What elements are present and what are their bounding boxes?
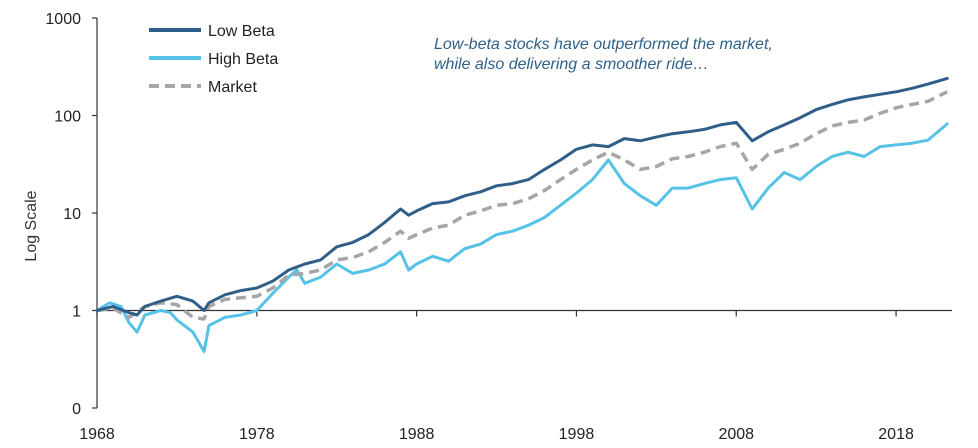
legend: Low Beta High Beta Market	[149, 23, 278, 96]
series-line-market	[96, 90, 948, 321]
series-line-low-beta	[95, 76, 949, 317]
legend-label: Market	[208, 79, 257, 96]
legend-label: Low Beta	[208, 23, 275, 40]
y-tick-label: 0	[72, 401, 81, 418]
series-line-high-beta	[95, 122, 949, 353]
x-tick-label: 2018	[878, 426, 914, 443]
y-axis: 0 1 10 100 1000	[45, 11, 98, 418]
x-tick-label: 1968	[79, 426, 115, 443]
annotation-line-1: Low-beta stocks have outperformed the ma…	[434, 36, 773, 53]
y-tick-label: 100	[54, 109, 81, 126]
series-lines	[95, 76, 949, 353]
x-tick-label: 1998	[559, 426, 595, 443]
y-tick-label: 10	[63, 206, 81, 223]
legend-label: High Beta	[208, 51, 278, 68]
annotation-line-2: while also delivering a smoother ride…	[434, 56, 709, 73]
x-tick-label: 1978	[239, 426, 275, 443]
y-tick-label: 1	[72, 304, 81, 321]
y-tick-label: 1000	[45, 11, 81, 28]
x-axis: 1968 1978 1988 1998 2008 2018	[79, 309, 952, 443]
y-axis-title: Log Scale	[23, 190, 40, 261]
x-tick-label: 1988	[399, 426, 435, 443]
x-tick-label: 2008	[718, 426, 754, 443]
